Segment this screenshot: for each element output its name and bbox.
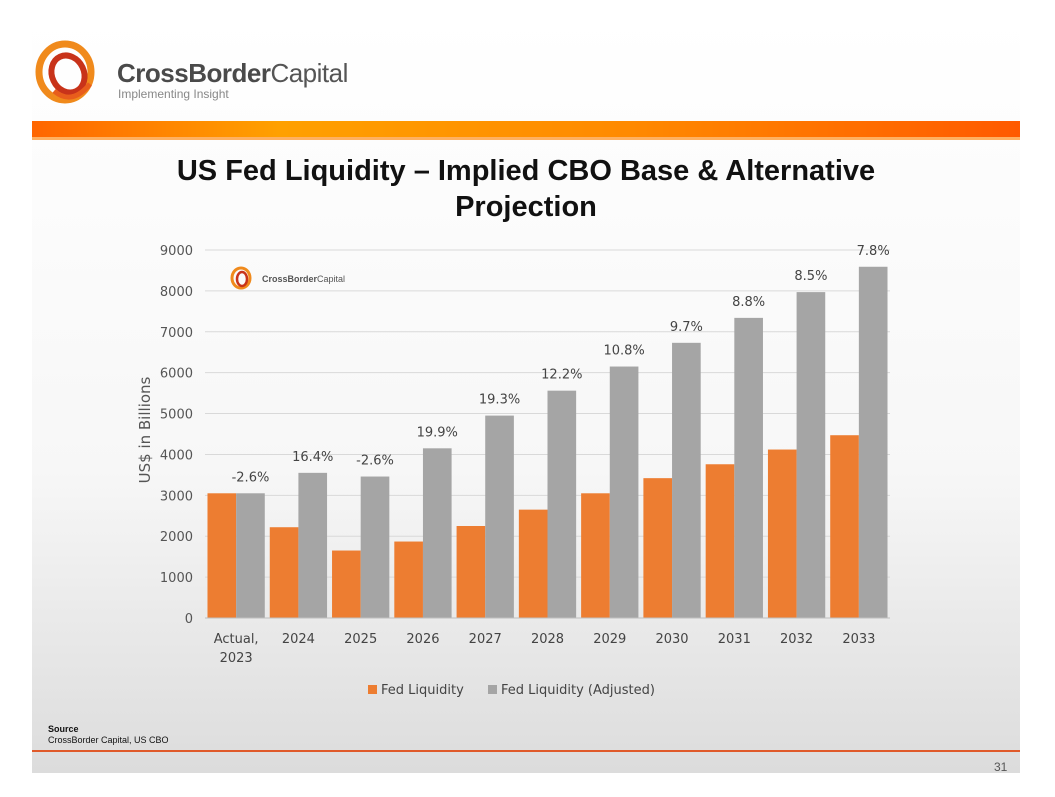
- data-label: 12.2%: [541, 368, 582, 383]
- bar-fed-liquidity-adjusted: [298, 472, 328, 618]
- bar-fed-liquidity-adjusted: [547, 390, 577, 618]
- header-accent-bar: [32, 121, 1020, 137]
- bar-fed-liquidity-adjusted: [858, 266, 888, 618]
- legend-swatch-fed-liquidity-adjusted: [488, 685, 497, 694]
- slide-background: [32, 18, 1020, 773]
- x-tick-label: 2027: [469, 632, 502, 647]
- bar-fed-liquidity: [394, 541, 423, 618]
- bar-fed-liquidity-adjusted: [422, 448, 452, 618]
- x-tick-label: 2030: [655, 632, 688, 647]
- bar-fed-liquidity: [207, 493, 237, 618]
- x-tick-label: 2024: [282, 632, 315, 647]
- data-label: 19.9%: [417, 425, 458, 440]
- y-tick-label: 2000: [160, 530, 193, 545]
- y-tick-label: 0: [185, 612, 193, 627]
- y-tick-label: 5000: [160, 408, 193, 423]
- bar-fed-liquidity: [643, 478, 673, 618]
- bar-fed-liquidity: [456, 526, 486, 618]
- x-tick-label: 2026: [406, 632, 439, 647]
- data-label: 16.4%: [292, 450, 333, 465]
- x-tick-label: Actual,: [214, 632, 259, 647]
- bar-fed-liquidity-adjusted: [672, 342, 701, 618]
- bar-fed-liquidity: [332, 550, 361, 618]
- y-axis-label: US$ in Billions: [136, 376, 154, 483]
- bar-fed-liquidity-adjusted: [796, 292, 826, 618]
- legend-label-fed-liquidity: Fed Liquidity: [381, 683, 464, 698]
- bar-fed-liquidity-adjusted: [734, 317, 763, 618]
- bar-fed-liquidity-adjusted: [609, 366, 639, 618]
- bar-fed-liquidity: [767, 449, 797, 618]
- data-label: 9.7%: [670, 320, 703, 335]
- watermark-text: CrossBorderCapital: [262, 274, 345, 284]
- data-label: -2.6%: [356, 454, 394, 469]
- chart-watermark: CrossBorderCapital: [230, 266, 345, 290]
- bar-fed-liquidity: [581, 493, 610, 618]
- y-tick-label: 3000: [160, 489, 193, 504]
- watermark-logo-inner: [235, 270, 249, 288]
- y-tick-label: 6000: [160, 367, 193, 382]
- x-tick-label: 2032: [780, 632, 813, 647]
- y-tick-label: 8000: [160, 285, 193, 300]
- y-tick-label: 4000: [160, 448, 193, 463]
- brand-name: CrossBorderCapital: [117, 58, 348, 88]
- data-label: 8.5%: [794, 269, 827, 284]
- footer-line: [32, 750, 1020, 752]
- source-text: CrossBorder Capital, US CBO: [48, 735, 169, 745]
- header-accent-line: [32, 137, 1020, 140]
- bar-fed-liquidity: [269, 527, 299, 618]
- source-label: Source: [48, 724, 79, 734]
- crossborder-logo-icon: [35, 40, 95, 104]
- bar-chart: -2.6% 16.4% -2.6% 19.9% 19.3% 12.2% 10.8% 9.7% 8…: [136, 244, 890, 698]
- bar-fed-liquidity: [830, 435, 859, 618]
- data-label: 10.8%: [603, 344, 644, 359]
- y-tick-label: 1000: [160, 571, 193, 586]
- bar-fed-liquidity-adjusted: [360, 476, 390, 618]
- bar-fed-liquidity-adjusted: [236, 493, 265, 618]
- x-tick-label: 2029: [593, 632, 626, 647]
- title-line-1: US Fed Liquidity – Implied CBO Base & Al…: [176, 155, 876, 187]
- data-label: 19.3%: [479, 393, 520, 408]
- x-tick-label: 2023: [220, 651, 253, 666]
- slide-title: US Fed Liquidity – Implied CBO Base & Al…: [32, 153, 1020, 225]
- x-tick-label: 2025: [344, 632, 377, 647]
- bar-fed-liquidity: [705, 464, 735, 618]
- data-label: 7.8%: [857, 244, 890, 259]
- source-note: Source CrossBorder Capital, US CBO: [48, 724, 169, 746]
- page-number: 31: [994, 760, 1008, 774]
- data-label: -2.6%: [232, 470, 270, 485]
- x-tick-label: 2028: [531, 632, 564, 647]
- x-tick-label: 2031: [718, 632, 751, 647]
- bar-fed-liquidity: [518, 509, 548, 618]
- y-tick-label: 7000: [160, 326, 193, 341]
- brand-tagline: Implementing Insight: [118, 87, 229, 101]
- x-tick-label: 2033: [842, 632, 875, 647]
- y-tick-label: 9000: [160, 244, 193, 259]
- bar-fed-liquidity-adjusted: [485, 415, 514, 618]
- title-line-2: Projection: [455, 191, 597, 223]
- watermark-logo-icon: [230, 266, 252, 290]
- legend-label-fed-liquidity-adjusted: Fed Liquidity (Adjusted): [501, 683, 655, 698]
- data-label: 8.8%: [732, 295, 765, 310]
- legend-swatch-fed-liquidity: [368, 685, 377, 694]
